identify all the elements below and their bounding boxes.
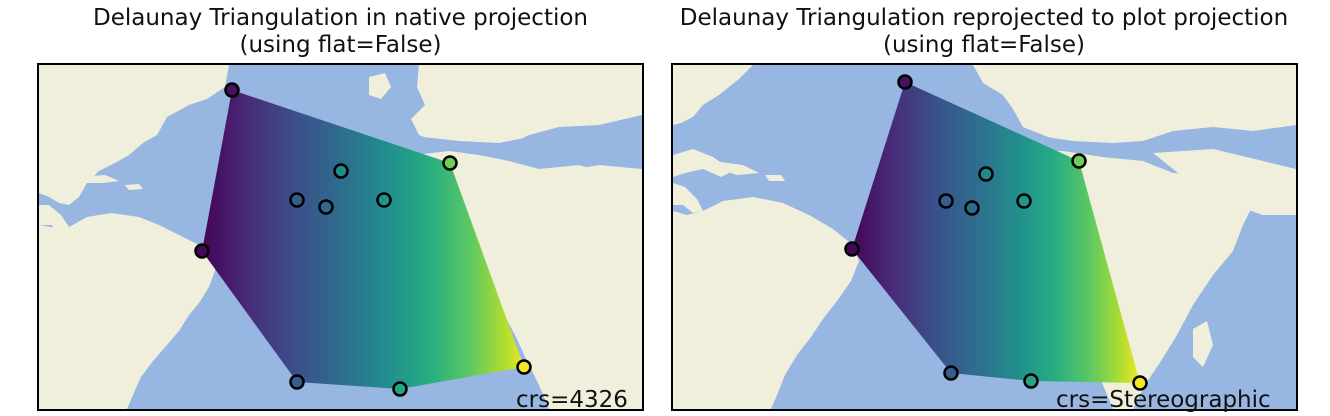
sample-points — [194, 82, 532, 397]
land-north-america — [39, 65, 229, 205]
land-cuba — [713, 161, 759, 175]
sample-points — [844, 74, 1148, 391]
left-panel-title: Delaunay Triangulation in native project… — [38, 5, 643, 59]
sample-point-marker — [224, 82, 240, 98]
sample-point-marker — [289, 374, 305, 390]
right-map-canvas — [673, 65, 1296, 409]
land-british-isles — [369, 73, 391, 99]
land-british-isles — [1003, 69, 1025, 95]
sample-point-marker — [978, 166, 994, 182]
left-title-line2: (using flat=False) — [239, 32, 442, 58]
sample-point-marker — [1016, 193, 1032, 209]
sample-point-marker — [392, 381, 408, 397]
land-central-america — [673, 183, 703, 213]
left-crs-label: crs=4326 — [516, 387, 628, 413]
land-europe — [973, 65, 1296, 145]
sea-mediterranean — [1033, 135, 1153, 157]
sample-point-marker — [318, 199, 334, 215]
land-hispaniola — [765, 175, 785, 181]
land-madagascar — [1193, 321, 1213, 367]
sample-point-marker — [516, 359, 532, 375]
sample-point-marker — [1071, 153, 1087, 169]
land-south-america — [39, 213, 217, 409]
land-cuba — [79, 175, 119, 183]
right-crs-label: crs=Stereographic — [1056, 387, 1271, 413]
land-north-america — [673, 65, 753, 125]
left-title-line1: Delaunay Triangulation in native project… — [92, 5, 589, 31]
sea-mediterranean — [423, 137, 539, 155]
right-map[interactable] — [671, 63, 1298, 411]
left-map-canvas — [39, 65, 642, 409]
land-central-america — [39, 205, 69, 233]
triangulation-surface — [852, 82, 1140, 383]
right-title-line2: (using flat=False) — [883, 32, 1085, 58]
land-madagascar — [599, 327, 619, 369]
land-greenland — [149, 65, 215, 79]
land-arabia — [1153, 149, 1296, 215]
left-map[interactable] — [37, 63, 644, 411]
land-europe — [411, 65, 642, 151]
sample-point-marker — [442, 155, 458, 171]
land-hispaniola — [125, 184, 143, 190]
sample-point-marker — [943, 365, 959, 381]
sample-point-marker — [1132, 375, 1148, 391]
land-south-america — [673, 197, 859, 409]
sample-point-marker — [289, 192, 305, 208]
right-panel-title: Delaunay Triangulation reprojected to pl… — [652, 5, 1316, 59]
right-title-line1: Delaunay Triangulation reprojected to pl… — [679, 5, 1289, 31]
sample-point-marker — [897, 74, 913, 90]
sample-point-marker — [194, 243, 210, 259]
sample-point-marker — [844, 241, 860, 257]
sample-point-marker — [1023, 373, 1039, 389]
sample-point-marker — [964, 200, 980, 216]
land-arabia — [539, 165, 642, 235]
sample-point-marker — [333, 163, 349, 179]
sample-point-marker — [938, 193, 954, 209]
sample-point-marker — [376, 192, 392, 208]
land-florida-caribbean — [673, 149, 733, 177]
